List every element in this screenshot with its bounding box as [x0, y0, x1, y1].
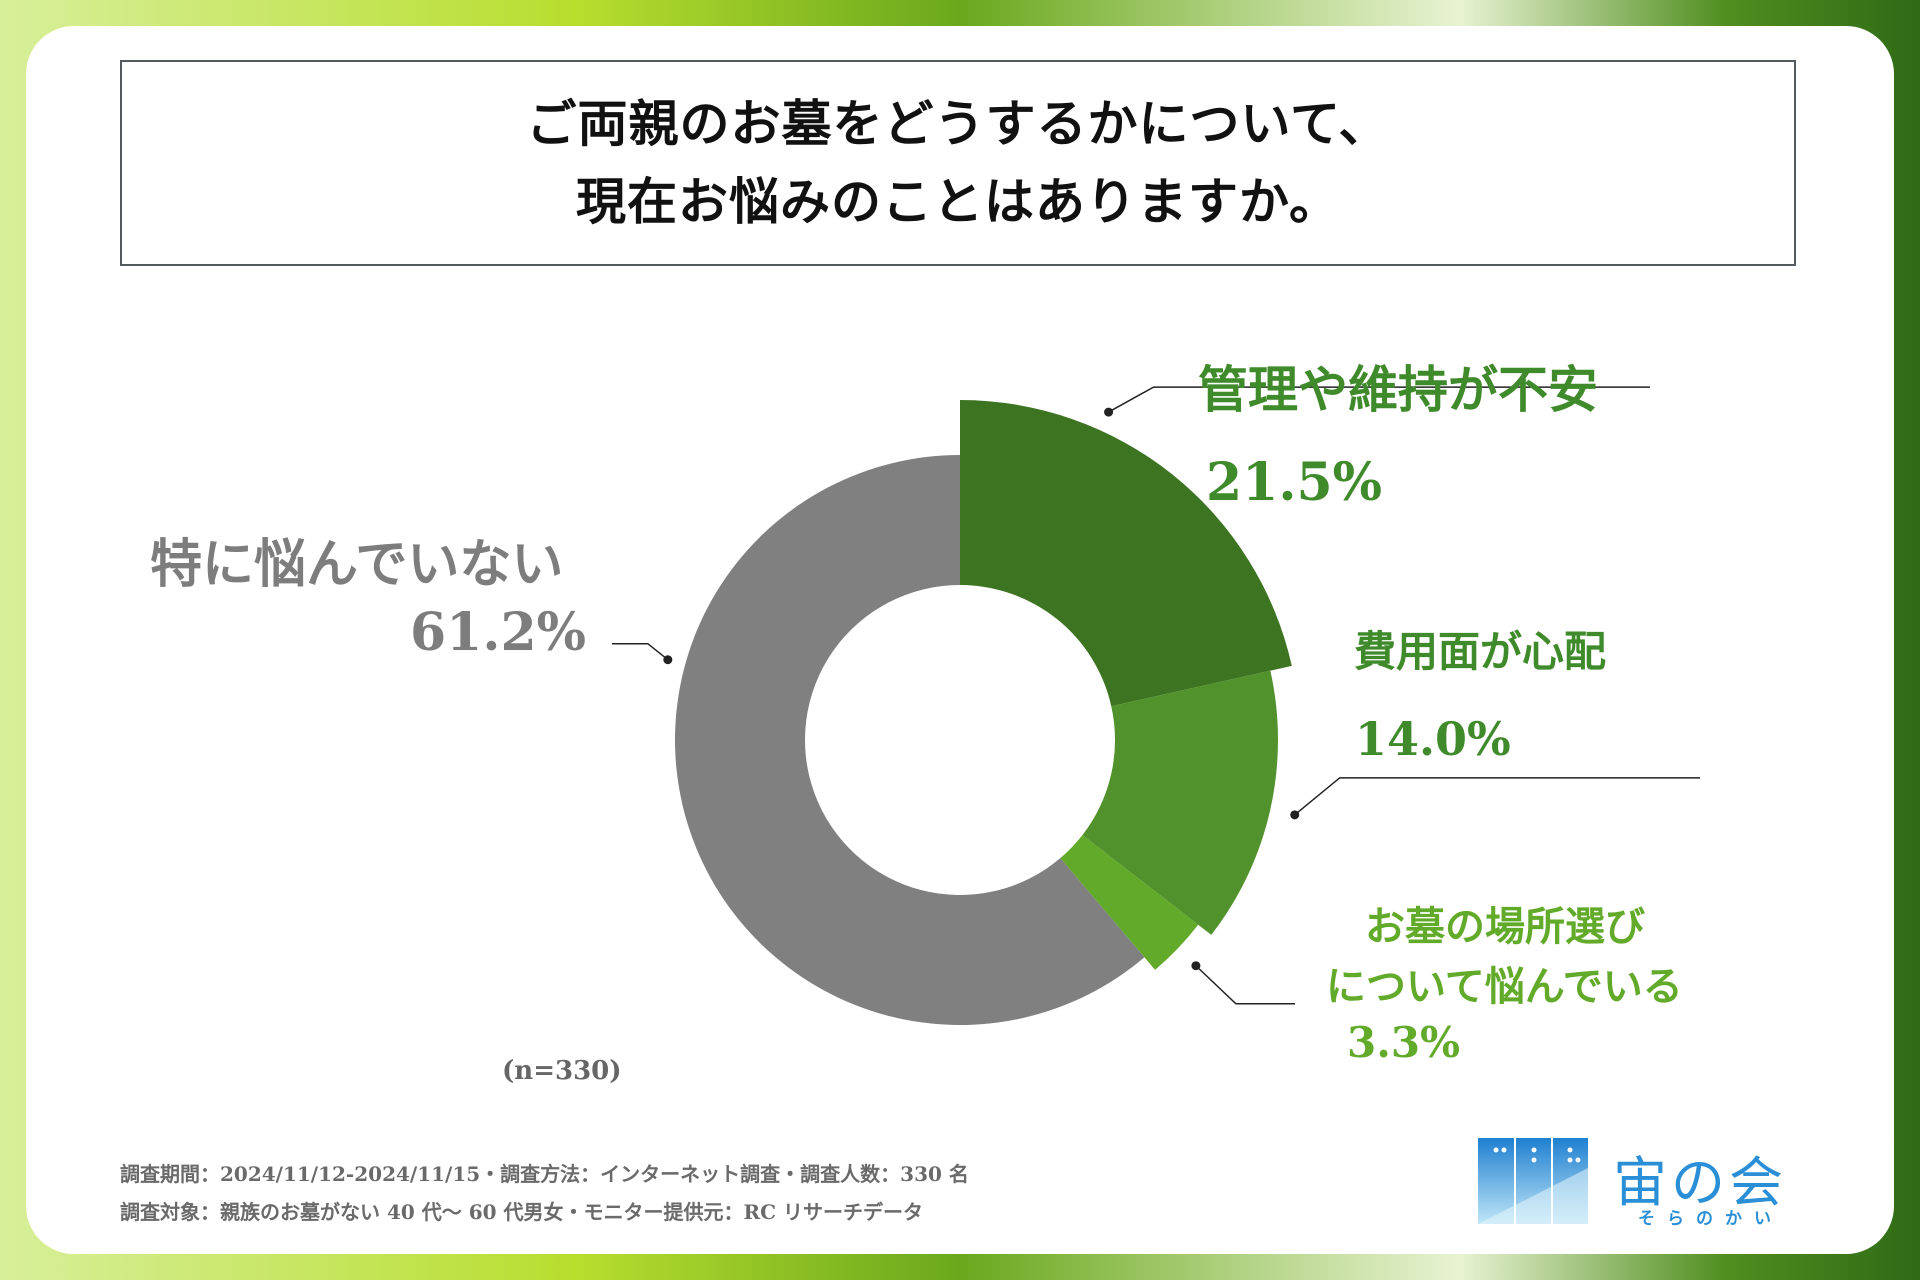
footer-line-2: 調査対象：親族のお墓がない 40 代〜 60 代男女・モニター提供元：RC リサ… [120, 1200, 924, 1224]
label-location-line-1: お墓の場所選び [1365, 903, 1645, 950]
logo-reading: そらのかい [1638, 1209, 1783, 1229]
label-cost: 費用面が心配 [1354, 627, 1607, 676]
sample-size-note: (n=330) [502, 1056, 622, 1086]
value-no-concern: 61.2% [410, 602, 587, 663]
leader-line-no-concern [612, 642, 669, 661]
label-location-line-2: について悩んでいる [1326, 963, 1683, 1010]
value-location: 3.3% [1347, 1018, 1460, 1067]
leader-dot-management [1104, 407, 1114, 417]
value-cost: 14.0% [1355, 712, 1511, 766]
main-card [26, 26, 1894, 1254]
slice-management-maintenance [960, 400, 1292, 707]
leader-line-management [1108, 386, 1650, 413]
leader-dot-no-concern [663, 655, 673, 665]
slice-cost-concern [1082, 670, 1278, 935]
logo-mark-icon [1478, 1138, 1588, 1224]
slice-no-concern [674, 455, 1145, 1025]
footer-line-1: 調査期間：2024/11/12-2024/11/15・調査方法：インターネット調… [120, 1162, 969, 1186]
slice-location-selection [1060, 835, 1199, 970]
leader-dot-cost [1290, 810, 1300, 820]
leader-line-location [1195, 965, 1295, 1005]
leader-line-cost [1294, 777, 1700, 816]
logo: 宙の会 そらのかい [1478, 1138, 1808, 1229]
title-line-1: ご両親のお墓をどうするかについて、 [526, 94, 1390, 153]
leader-dot-location [1191, 961, 1201, 971]
logo-name: 宙の会 [1613, 1151, 1787, 1214]
title-line-2: 現在お悩みのことはありますか。 [576, 172, 1340, 231]
label-management: 管理や維持が不安 [1198, 360, 1598, 419]
value-management: 21.5% [1206, 452, 1383, 513]
label-no-concern: 特に悩んでいない [150, 534, 564, 595]
title-box: ご両親のお墓をどうするかについて、 現在お悩みのことはありますか。 [120, 60, 1796, 266]
